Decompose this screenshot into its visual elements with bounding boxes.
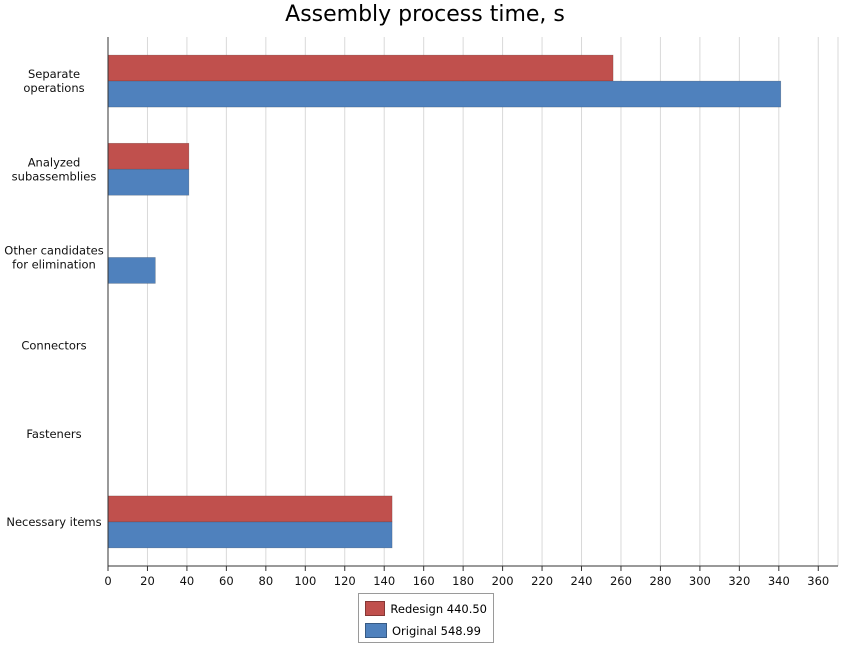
category-label: Analyzed subassemblies — [12, 155, 97, 183]
x-tick-label: 140 — [373, 574, 395, 588]
x-tick-label: 220 — [531, 574, 553, 588]
bar-redesign — [107, 142, 190, 170]
category-labels: Separate operations Analyzed subassemblies O… — [4, 67, 103, 529]
x-tick-label: 20 — [140, 574, 155, 588]
bar-redesign — [107, 495, 393, 523]
x-tick-label: 120 — [334, 574, 356, 588]
legend-swatch-original — [365, 623, 387, 638]
x-tick-label: 200 — [492, 574, 514, 588]
bar-original — [107, 80, 782, 108]
x-tick-label: 320 — [728, 574, 750, 588]
bar-original — [107, 521, 393, 549]
x-tick-label: 260 — [610, 574, 632, 588]
bars — [107, 54, 782, 549]
x-tick-label: 360 — [807, 574, 829, 588]
x-tick-label: 340 — [768, 574, 790, 588]
x-tick-label: 300 — [689, 574, 711, 588]
category-label: Other candidates for elimination — [4, 243, 103, 271]
legend-item-redesign: Redesign 440.50 — [365, 599, 487, 618]
grid-lines — [108, 37, 839, 566]
category-label: Separate operations — [23, 67, 84, 95]
category-label: Fasteners — [26, 427, 81, 441]
x-tick-label: 160 — [413, 574, 435, 588]
chart-title: Assembly process time, s — [285, 2, 565, 27]
category-label: Necessary items — [6, 515, 101, 529]
x-tick-label: 0 — [104, 574, 111, 588]
x-tick-labels: 0 20 40 60 80 100 120 140 160 180 200 220 240 260 280 3… — [104, 574, 829, 588]
x-tick-label: 100 — [294, 574, 316, 588]
axes — [107, 37, 838, 571]
x-tick-label: 180 — [452, 574, 474, 588]
legend-label-original: Original 548.99 — [392, 623, 481, 638]
bar-original — [107, 168, 190, 196]
category-label: Connectors — [21, 339, 86, 353]
legend-label-redesign: Redesign 440.50 — [390, 601, 487, 616]
x-tick-label: 60 — [219, 574, 234, 588]
x-tick-label: 240 — [571, 574, 593, 588]
bar-redesign — [107, 54, 614, 82]
legend: Redesign 440.50 Original 548.99 — [358, 593, 494, 643]
plot-area — [108, 37, 838, 566]
bar-original — [107, 257, 156, 284]
x-tick-label: 40 — [180, 574, 195, 588]
x-tick-label: 80 — [259, 574, 274, 588]
legend-item-original: Original 548.99 — [365, 621, 487, 640]
legend-swatch-redesign — [365, 601, 386, 616]
x-tick-label: 280 — [649, 574, 671, 588]
